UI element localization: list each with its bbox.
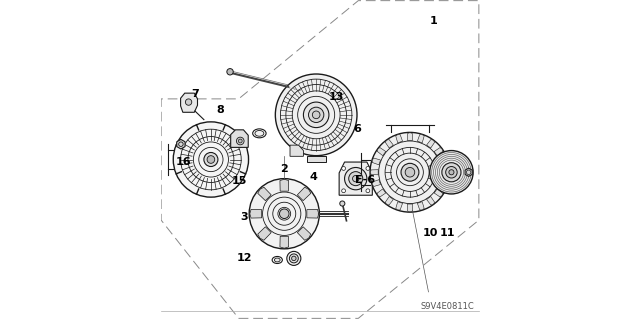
Circle shape xyxy=(366,167,370,170)
Circle shape xyxy=(349,172,363,186)
Polygon shape xyxy=(417,135,424,143)
Polygon shape xyxy=(434,189,443,197)
Circle shape xyxy=(342,189,346,193)
Polygon shape xyxy=(298,187,311,201)
Polygon shape xyxy=(396,135,403,143)
Circle shape xyxy=(308,107,324,122)
Circle shape xyxy=(405,167,415,177)
Polygon shape xyxy=(180,93,198,112)
Circle shape xyxy=(445,167,457,178)
Circle shape xyxy=(370,132,450,212)
Polygon shape xyxy=(385,139,394,148)
Circle shape xyxy=(236,137,244,145)
Text: 16: 16 xyxy=(175,157,191,167)
Polygon shape xyxy=(385,197,394,205)
Circle shape xyxy=(238,139,242,143)
Polygon shape xyxy=(427,139,435,148)
Polygon shape xyxy=(440,180,447,187)
Text: 7: 7 xyxy=(192,89,200,99)
Text: S9V4E0811C: S9V4E0811C xyxy=(421,302,475,311)
Text: 2: 2 xyxy=(280,164,288,174)
Polygon shape xyxy=(440,158,447,165)
Polygon shape xyxy=(417,202,424,210)
Circle shape xyxy=(292,256,296,261)
Polygon shape xyxy=(250,209,262,218)
Text: 12: 12 xyxy=(236,253,252,263)
Circle shape xyxy=(186,99,192,105)
Circle shape xyxy=(344,167,367,190)
Circle shape xyxy=(340,201,345,206)
Text: 13: 13 xyxy=(328,92,344,102)
Polygon shape xyxy=(290,145,303,156)
Polygon shape xyxy=(377,189,386,197)
Ellipse shape xyxy=(255,130,264,136)
Polygon shape xyxy=(371,170,378,175)
Polygon shape xyxy=(427,197,435,205)
Polygon shape xyxy=(377,148,386,156)
Circle shape xyxy=(289,254,298,263)
Text: 15: 15 xyxy=(232,176,247,186)
Polygon shape xyxy=(307,156,326,162)
Polygon shape xyxy=(408,204,413,212)
Circle shape xyxy=(173,122,248,197)
Polygon shape xyxy=(230,130,248,147)
Circle shape xyxy=(429,151,473,194)
Circle shape xyxy=(449,170,454,175)
Circle shape xyxy=(353,175,359,182)
Circle shape xyxy=(287,251,301,265)
Circle shape xyxy=(249,179,319,249)
Circle shape xyxy=(442,163,461,182)
Polygon shape xyxy=(372,158,381,165)
Polygon shape xyxy=(442,170,449,175)
Text: 1: 1 xyxy=(429,16,437,26)
Polygon shape xyxy=(177,139,185,149)
Polygon shape xyxy=(434,148,443,156)
Polygon shape xyxy=(396,202,403,210)
Circle shape xyxy=(227,69,233,75)
Circle shape xyxy=(275,74,357,156)
Circle shape xyxy=(312,111,320,119)
Text: 10: 10 xyxy=(423,228,438,238)
Text: 4: 4 xyxy=(310,172,317,182)
Circle shape xyxy=(207,156,215,163)
Polygon shape xyxy=(372,180,381,187)
Polygon shape xyxy=(258,227,271,240)
Text: 8: 8 xyxy=(216,105,224,115)
Polygon shape xyxy=(258,187,271,201)
Polygon shape xyxy=(465,168,472,176)
Polygon shape xyxy=(298,227,311,240)
Circle shape xyxy=(303,102,329,128)
Polygon shape xyxy=(408,133,413,140)
Circle shape xyxy=(342,167,346,170)
Circle shape xyxy=(401,163,419,181)
Text: 6: 6 xyxy=(354,124,362,134)
Text: 11: 11 xyxy=(440,228,455,238)
Ellipse shape xyxy=(275,258,280,262)
Circle shape xyxy=(280,209,289,219)
Polygon shape xyxy=(339,162,372,195)
Polygon shape xyxy=(280,236,289,248)
Circle shape xyxy=(366,189,370,193)
Text: E-6: E-6 xyxy=(355,175,375,185)
Text: 3: 3 xyxy=(240,212,248,222)
Polygon shape xyxy=(280,179,289,191)
Polygon shape xyxy=(307,209,319,218)
Circle shape xyxy=(204,152,218,167)
